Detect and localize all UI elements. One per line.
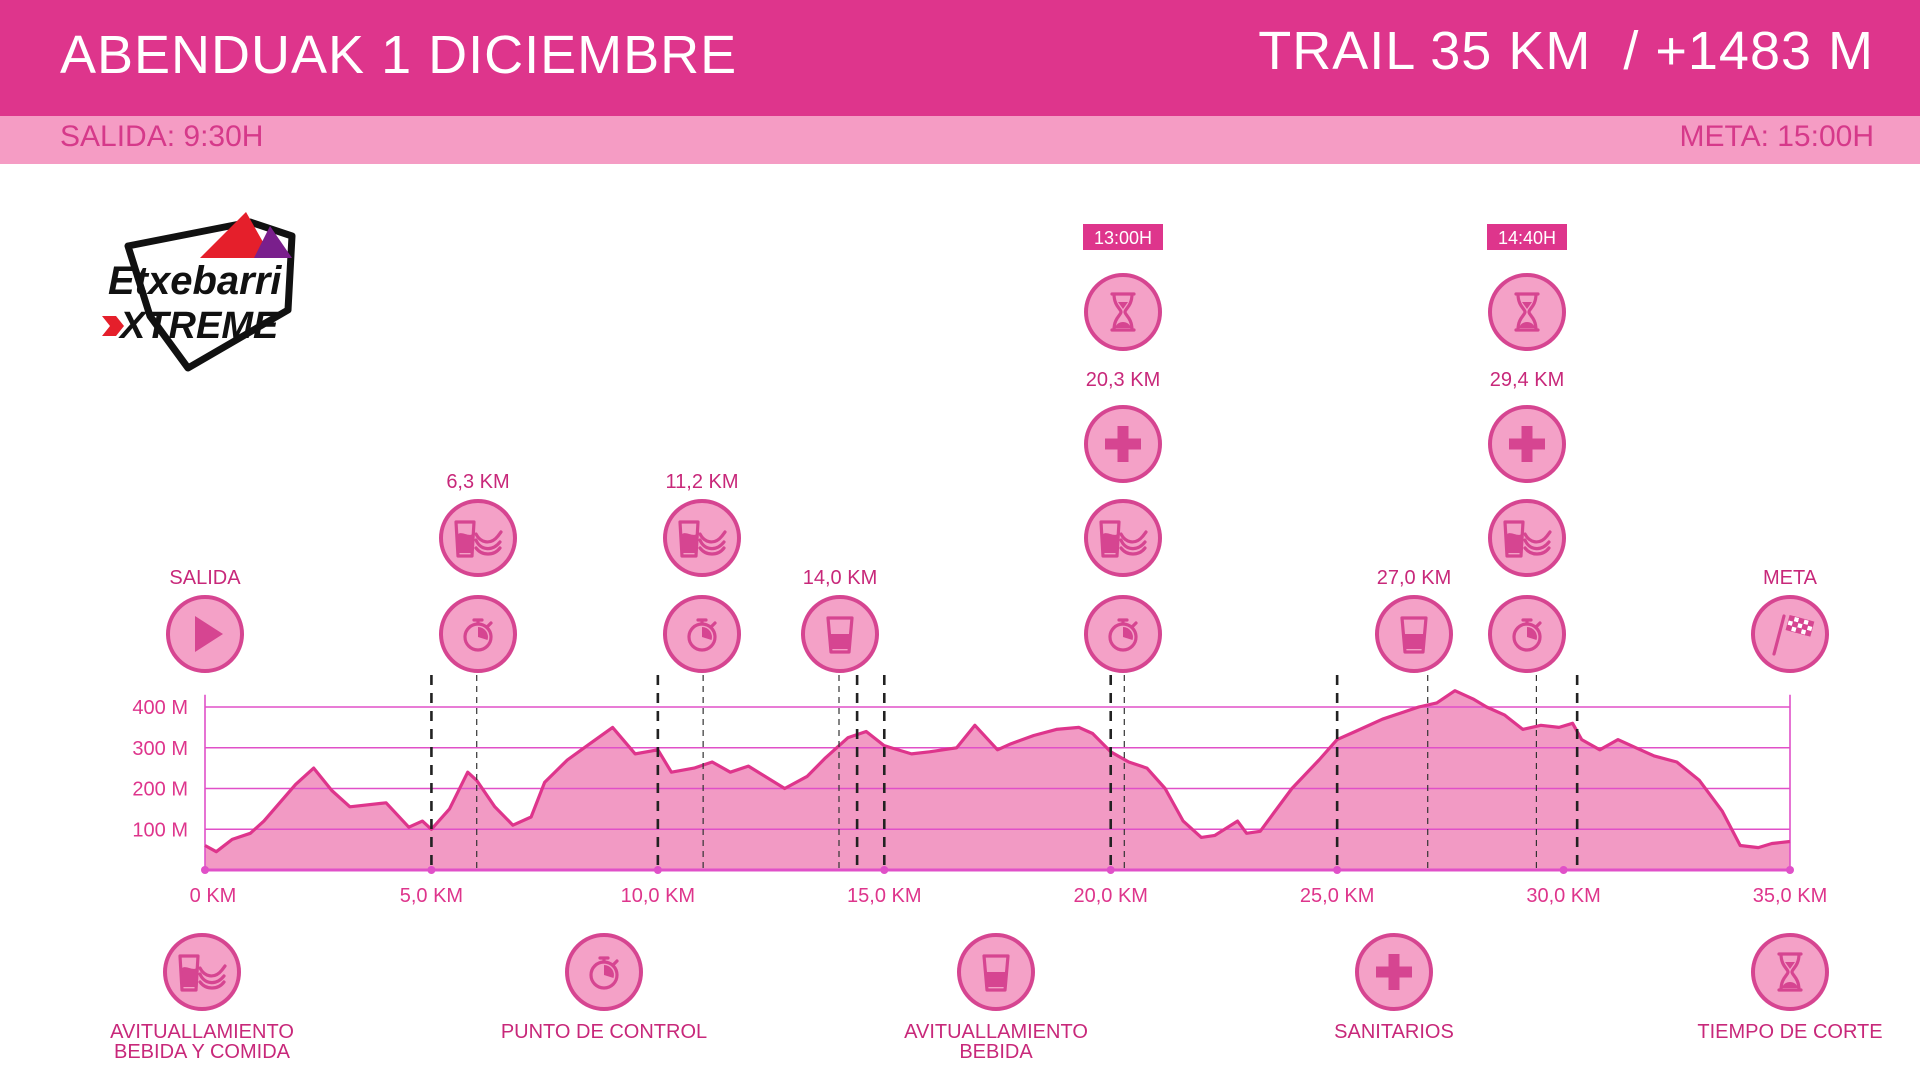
- hourglass-icon: [1084, 273, 1162, 351]
- hourglass-icon: [1488, 273, 1566, 351]
- stopwatch-icon: [439, 595, 517, 673]
- drink-icon: [957, 933, 1035, 1011]
- cutoff-time-badge: [1487, 224, 1567, 250]
- food-drink-icon: [663, 499, 741, 577]
- legend-label: TIEMPO DE CORTE: [1697, 1021, 1883, 1043]
- medical-icon: [1488, 405, 1566, 483]
- header-bar: [0, 0, 1920, 116]
- legend-label: SANITARIOS: [1334, 1021, 1454, 1043]
- stopwatch-icon: [663, 595, 741, 673]
- x-tick-label: 0 KM: [190, 885, 237, 907]
- cutoff-time-label: 13:00H: [1094, 228, 1152, 248]
- y-tick-label: 200 M: [132, 779, 188, 801]
- x-tick-label: 30,0 KM: [1526, 885, 1600, 907]
- race-title: TRAIL 35 KM / +1483 M: [1258, 21, 1874, 81]
- svg-text:Etxebarri: Etxebarri: [108, 259, 282, 303]
- stopwatch-icon: [1084, 595, 1162, 673]
- x-tick: [1333, 866, 1342, 874]
- legend-label: PUNTO DE CONTROL: [500, 1021, 708, 1043]
- legend-control-point: PUNTO DE CONTROL: [474, 930, 734, 1042]
- food-drink-icon: [1084, 499, 1162, 577]
- x-tick-label: 15,0 KM: [847, 885, 921, 907]
- x-tick-label: 20,0 KM: [1073, 885, 1147, 907]
- legend-medical: SANITARIOS: [1264, 930, 1524, 1042]
- subheader-bar: [0, 116, 1920, 164]
- x-tick: [1106, 866, 1115, 874]
- food-drink-icon: [439, 499, 517, 577]
- x-tick-label: 5,0 KM: [400, 885, 463, 907]
- station-km-label: 27,0 KM: [1377, 567, 1451, 589]
- station-name-label: SALIDA: [169, 567, 241, 589]
- y-tick-label: 100 M: [132, 819, 188, 841]
- station-km-label: 29,4 KM: [1490, 369, 1564, 391]
- food-drink-icon: [1488, 499, 1566, 577]
- legend-label: AVITUALLAMIENTO BEBIDA: [904, 1021, 1088, 1063]
- station-km-label: 20,3 KM: [1086, 369, 1160, 391]
- cutoff-time-badge: [1083, 224, 1163, 250]
- elevation-line: [204, 689, 1791, 854]
- y-tick-label: 400 M: [132, 697, 188, 719]
- etxebarri-xtreme-logo: Etxebarri XTREME: [102, 212, 296, 372]
- station-name-label: META: [1763, 567, 1818, 589]
- x-tick: [653, 866, 662, 874]
- hourglass-icon: [1751, 933, 1829, 1011]
- start-time: SALIDA: 9:30H: [60, 120, 264, 153]
- race-date: ABENDUAK 1 DICIEMBRE: [60, 25, 738, 85]
- y-tick-label: 300 M: [132, 738, 188, 760]
- food-drink-icon: [163, 933, 241, 1011]
- stopwatch-icon: [565, 933, 643, 1011]
- station-km-label: 6,3 KM: [446, 471, 509, 493]
- x-tick: [880, 866, 889, 874]
- finish-time: META: 15:00H: [1679, 120, 1874, 153]
- x-tick: [1559, 866, 1568, 874]
- elevation-area: [205, 690, 1790, 870]
- medical-icon: [1084, 405, 1162, 483]
- legend-cutoff-time: TIEMPO DE CORTE: [1660, 930, 1920, 1042]
- station-km-label: 11,2 KM: [666, 471, 739, 493]
- x-tick: [1786, 866, 1794, 874]
- x-tick-label: 35,0 KM: [1753, 885, 1827, 907]
- legend-label: AVITUALLAMIENTO BEBIDA Y COMIDA: [110, 1021, 294, 1063]
- medical-icon: [1355, 933, 1433, 1011]
- drink-icon: [801, 595, 879, 673]
- elevation-chart: 100 M 200 M 300 M 400 M 0 KM 5,0 KM 10,0 KM 15,…: [132, 224, 1829, 907]
- legend-drink: AVITUALLAMIENTO BEBIDA: [866, 930, 1126, 1062]
- cutoff-time-label: 14:40H: [1498, 228, 1556, 248]
- start-icon: [166, 595, 244, 673]
- x-tick-label: 10,0 KM: [621, 885, 695, 907]
- x-tick: [201, 866, 209, 874]
- x-tick: [427, 866, 436, 874]
- x-tick-label: 25,0 KM: [1300, 885, 1374, 907]
- finish-flag-icon: [1751, 595, 1829, 673]
- station-km-label: 14,0 KM: [803, 567, 877, 589]
- svg-text:XTREME: XTREME: [118, 305, 280, 347]
- stopwatch-icon: [1488, 595, 1566, 673]
- legend-food-drink: AVITUALLAMIENTO BEBIDA Y COMIDA: [72, 930, 332, 1062]
- drink-icon: [1375, 595, 1453, 673]
